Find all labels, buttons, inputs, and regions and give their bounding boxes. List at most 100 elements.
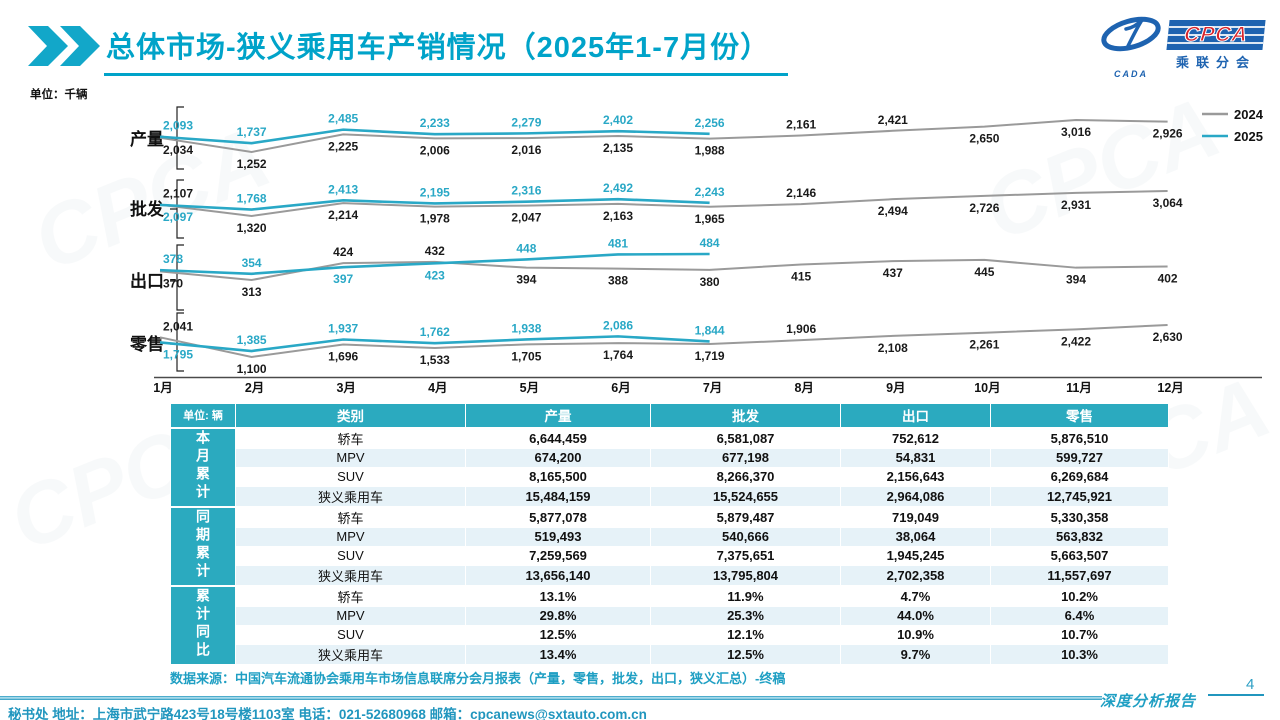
line-2025 (159, 197, 710, 211)
x-axis-label: 10月 (974, 381, 1000, 395)
category-cell: 轿车 (235, 426, 466, 449)
data-label: 2,261 (969, 338, 999, 352)
value-cell: 13,795,804 (650, 564, 841, 586)
col-header-category: 类别 (235, 403, 466, 428)
chart-row-label: 批发 (130, 199, 165, 219)
data-label: 2,093 (163, 119, 193, 133)
chart-unit-label: 单位：千辆 (30, 89, 88, 101)
data-label: 2,006 (420, 143, 450, 157)
data-label: 394 (516, 273, 536, 287)
data-label: 2,422 (1061, 334, 1091, 348)
value-cell: 599,727 (990, 447, 1169, 468)
data-label: 2,485 (328, 112, 358, 126)
col-header-production: 产量 (465, 403, 651, 428)
footer-contact: 秘书处 地址：上海市武宁路423号18号楼1103室 电话：021-526809… (8, 707, 647, 720)
data-label: 1,737 (237, 125, 267, 139)
data-label: 3,016 (1061, 125, 1091, 139)
footer-divider (0, 696, 1102, 700)
category-cell: 狭义乘用车 (235, 485, 466, 507)
line-charts: 产量2,034 1,252 2,225 2,006 2,016 2,135 1,988 2,1… (129, 106, 1264, 395)
data-label: 1,320 (237, 221, 267, 235)
value-cell: 4.7% (840, 584, 991, 607)
data-label: 2,402 (603, 113, 633, 127)
value-cell: 677,198 (650, 447, 841, 468)
data-label: 370 (163, 276, 183, 290)
value-cell: 7,259,569 (465, 545, 651, 566)
summary-table: 单位: 辆 类别 产量 批发 出口 零售 本月累计 轿车 6,644,459 6,58… (170, 403, 1169, 665)
data-label: 415 (791, 269, 811, 283)
data-label: 437 (883, 266, 903, 280)
data-label: 380 (700, 275, 720, 289)
line-2025 (159, 252, 710, 276)
col-header-export: 出口 (840, 403, 991, 428)
data-label: 2,195 (420, 185, 450, 199)
value-cell: 10.2% (990, 584, 1169, 607)
data-label: 2,047 (511, 211, 541, 225)
value-cell: 519,493 (465, 526, 651, 547)
value-cell: 674,200 (465, 447, 651, 468)
category-cell: 狭义乘用车 (235, 643, 466, 665)
data-label: 1,385 (237, 333, 267, 347)
value-cell: 29.8% (465, 605, 651, 626)
x-axis-label: 9月 (886, 381, 905, 395)
line-2025 (159, 335, 710, 353)
data-label: 2,279 (511, 115, 541, 129)
data-label: 2,630 (1153, 330, 1183, 344)
x-axis-label: 5月 (520, 381, 539, 395)
category-cell: SUV (235, 545, 466, 566)
data-label: 1,795 (163, 347, 193, 361)
value-cell: 54,831 (840, 447, 991, 468)
value-cell: 8,266,370 (650, 466, 841, 487)
category-cell: 狭义乘用车 (235, 564, 466, 586)
category-cell: MPV (235, 605, 466, 626)
line-2024 (159, 118, 1168, 154)
legend-label: 2024 (1234, 107, 1264, 122)
logo-cn-name: 乘联分会 (1175, 55, 1256, 70)
cpca-logo: CADA CPCA 乘联分会 (1098, 12, 1266, 79)
x-axis-label: 4月 (428, 381, 447, 395)
line-2024 (159, 324, 1168, 359)
data-label: 397 (333, 272, 353, 286)
report-type-label: 深度分析报告 (1100, 692, 1197, 710)
table-unit-label: 单位: 辆 (170, 403, 236, 428)
value-cell: 11,557,697 (990, 564, 1169, 586)
data-label: 2,108 (878, 341, 908, 355)
x-axis-label: 2月 (245, 381, 264, 395)
legend-label: 2025 (1234, 129, 1263, 144)
chart-row-label: 出口 (130, 271, 164, 291)
value-cell: 13,656,140 (465, 564, 651, 586)
data-label: 2,034 (163, 143, 193, 157)
data-label: 2,214 (328, 208, 358, 222)
data-label: 2,494 (878, 204, 908, 218)
data-label: 1,719 (695, 349, 725, 363)
category-cell: MPV (235, 447, 466, 468)
data-label: 2,016 (511, 143, 541, 157)
value-cell: 6.4% (990, 605, 1169, 626)
cada-label: CADA (1114, 69, 1148, 79)
value-cell: 8,165,500 (465, 466, 651, 487)
x-axis-label: 6月 (611, 381, 630, 395)
data-label: 1,100 (237, 362, 267, 376)
data-label: 2,926 (1153, 127, 1183, 141)
category-cell: 轿车 (235, 505, 466, 528)
data-label: 484 (700, 236, 720, 250)
data-label: 1,937 (328, 321, 358, 335)
data-label: 2,161 (786, 118, 816, 132)
axis-bracket (170, 244, 184, 311)
data-label: 423 (425, 268, 445, 282)
data-label: 3,064 (1153, 196, 1183, 210)
data-label: 2,316 (511, 184, 541, 198)
value-cell: 15,484,159 (465, 485, 651, 507)
data-label: 2,041 (163, 319, 193, 333)
cada-ellipse-icon: CADA (1098, 12, 1164, 79)
data-label: 1,764 (603, 348, 633, 362)
col-header-retail: 零售 (990, 403, 1169, 428)
data-label: 402 (1158, 271, 1178, 285)
data-label: 2,726 (969, 201, 999, 215)
data-label: 1,978 (420, 212, 450, 226)
data-label: 2,225 (328, 139, 358, 153)
axis-bracket (170, 179, 184, 239)
value-cell: 5,877,078 (465, 505, 651, 528)
value-cell: 719,049 (840, 505, 991, 528)
